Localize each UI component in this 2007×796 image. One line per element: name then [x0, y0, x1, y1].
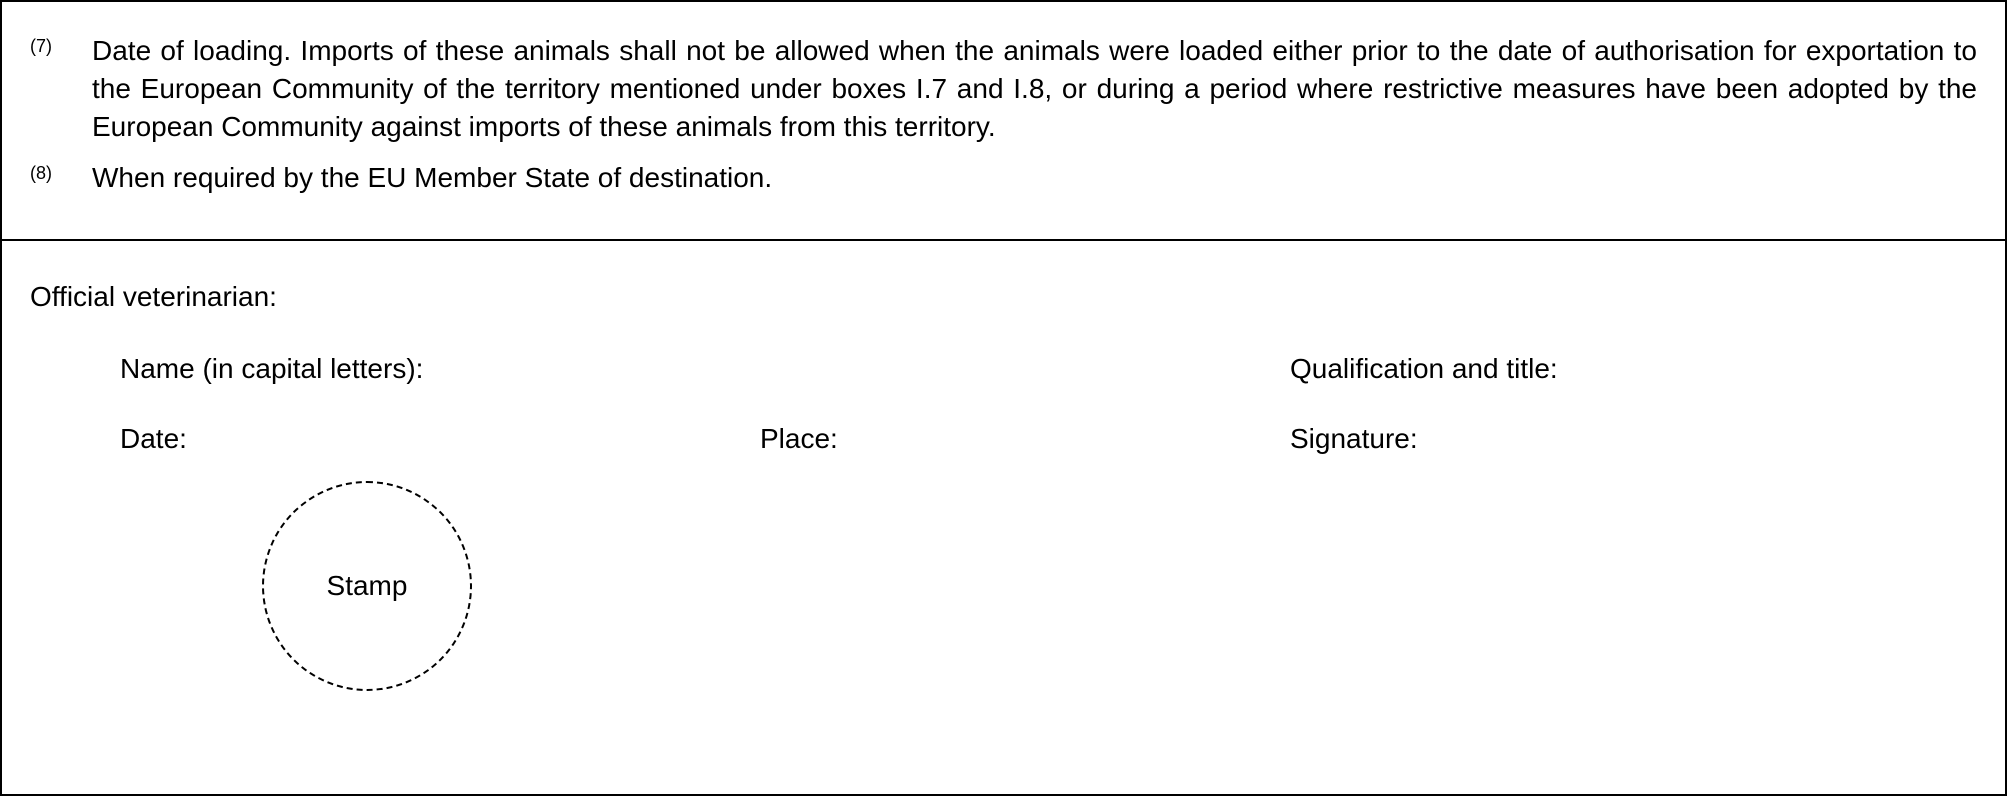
note-row: (7) Date of loading. Imports of these an…: [30, 32, 1977, 145]
note-text-7: Date of loading. Imports of these animal…: [92, 32, 1977, 145]
place-label: Place:: [760, 423, 838, 454]
name-label: Name (in capital letters):: [120, 353, 423, 384]
signature-label: Signature:: [1290, 423, 1418, 454]
certificate-container: (7) Date of loading. Imports of these an…: [0, 0, 2007, 796]
stamp-label: Stamp: [327, 570, 408, 602]
date-label: Date:: [120, 423, 187, 454]
field-row-2: Date: Place: Signature:: [30, 423, 1977, 455]
note-marker-7: (7): [30, 32, 92, 57]
stamp-circle: Stamp: [262, 481, 472, 691]
note-marker-8: (8): [30, 159, 92, 184]
field-row-1: Name (in capital letters): Qualification…: [30, 353, 1977, 385]
signature-section: Official veterinarian: Name (in capital …: [2, 241, 2005, 794]
section-title: Official veterinarian:: [30, 281, 1977, 313]
stamp-wrapper: Stamp: [262, 481, 472, 691]
notes-section: (7) Date of loading. Imports of these an…: [2, 2, 2005, 241]
note-text-8: When required by the EU Member State of …: [92, 159, 1977, 197]
qualification-label: Qualification and title:: [1290, 353, 1558, 384]
note-row: (8) When required by the EU Member State…: [30, 159, 1977, 197]
